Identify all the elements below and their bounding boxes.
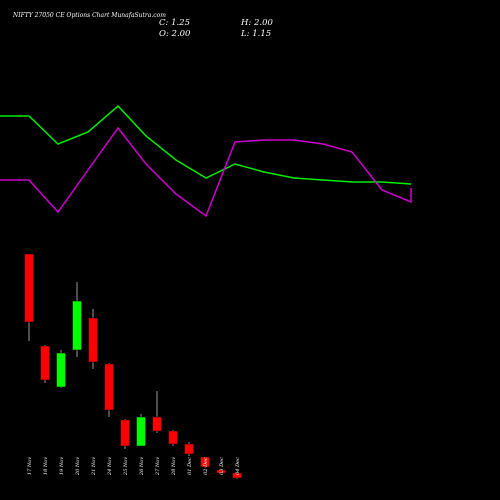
candle — [136, 414, 146, 447]
candle-body — [168, 430, 178, 445]
candle — [24, 253, 34, 341]
candle — [88, 309, 98, 369]
high-value: H: 2.00 — [240, 18, 273, 28]
indicator-line-1 — [0, 104, 412, 185]
candle-body — [24, 253, 34, 323]
x-tick-label: 28 Nov — [171, 457, 177, 476]
x-tick-label: 25 Nov — [123, 457, 129, 476]
candle-body — [40, 345, 50, 381]
candle — [40, 345, 50, 383]
x-tick-label: 21 Nov — [91, 457, 97, 476]
candle-body — [152, 416, 162, 432]
x-tick-label: 17 Nov — [27, 457, 33, 475]
x-tick-label: 01 Dec — [187, 457, 193, 475]
candle — [184, 442, 194, 456]
candle — [232, 472, 242, 479]
x-tick-label: 04 Dec — [235, 457, 241, 475]
candlestick-series — [24, 253, 242, 479]
close-value: C: 1.25 — [159, 18, 190, 28]
candle-body — [200, 456, 210, 468]
x-tick-label: 20 Nov — [75, 457, 81, 476]
candle — [152, 391, 162, 433]
candle-body — [184, 443, 194, 455]
indicator-lines — [0, 104, 412, 218]
candle — [72, 282, 82, 357]
candle-body — [56, 352, 66, 388]
candle — [168, 430, 178, 446]
candle — [216, 469, 226, 474]
indicator-line-2 — [0, 126, 412, 218]
x-axis-dates: 17 Nov 18 Nov 19 Nov 20 Nov 21 Nov 24 Nov 25 N… — [27, 457, 241, 476]
candle-body — [72, 300, 82, 351]
candle-body — [216, 469, 226, 474]
candle — [120, 419, 130, 449]
candle — [56, 350, 66, 388]
x-tick-label: 24 Nov — [107, 457, 113, 476]
x-tick-label: 03 Dec — [219, 457, 225, 475]
x-tick-label: 27 Nov — [155, 457, 161, 476]
candle — [200, 456, 210, 468]
x-tick-label: 02 Dec — [203, 457, 209, 475]
low-value: L: 1.15 — [240, 29, 271, 39]
candle-body — [120, 419, 130, 447]
candle — [104, 363, 114, 417]
open-value: O: 2.00 — [159, 29, 191, 39]
candle-body — [88, 317, 98, 363]
candle-body — [104, 363, 114, 411]
chart-title: NIFTY 27050 CE Options Chart MunafaSutra… — [12, 12, 166, 19]
x-tick-label: 18 Nov — [43, 457, 49, 475]
candle-body — [232, 472, 242, 479]
candle-body — [136, 416, 146, 447]
x-tick-label: 19 Nov — [59, 457, 65, 475]
x-tick-label: 26 Nov — [139, 457, 145, 476]
